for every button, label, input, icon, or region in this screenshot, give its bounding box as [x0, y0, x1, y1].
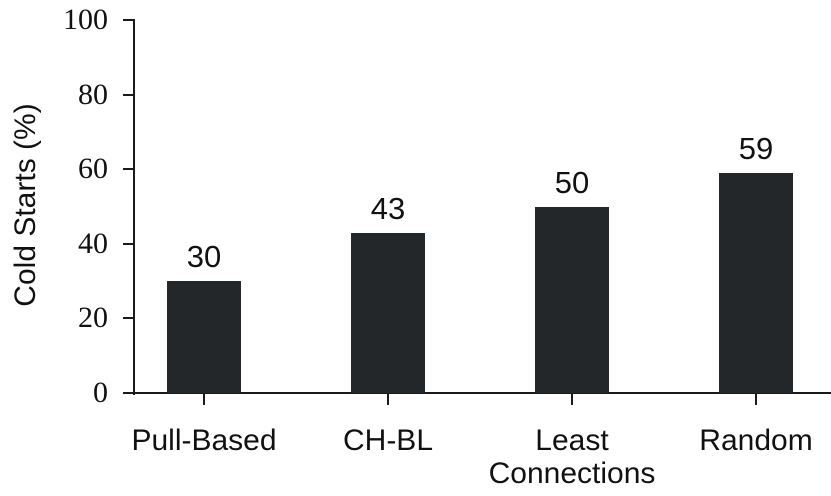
y-tick-mark — [123, 242, 135, 245]
bar-value-label: 50 — [554, 164, 590, 200]
x-tick-mark — [755, 394, 757, 405]
x-tick-mark — [387, 394, 389, 405]
bar — [351, 232, 425, 393]
x-tick-mark — [571, 394, 573, 405]
bar — [719, 172, 793, 393]
y-tick-mark — [123, 93, 135, 96]
y-tick-label: 80 — [78, 77, 108, 111]
x-category-label: CH-BL — [342, 424, 433, 457]
x-category-label: Least Connections — [488, 424, 656, 490]
bar-value-label: 30 — [186, 239, 222, 275]
y-tick-label: 20 — [78, 301, 108, 335]
bar — [535, 206, 609, 393]
x-category-label: Random — [699, 424, 813, 457]
x-category-label: Pull-Based — [131, 424, 277, 457]
bar — [167, 281, 241, 393]
y-tick-label: 0 — [93, 376, 108, 409]
y-axis-line — [133, 19, 135, 395]
y-axis-label: Cold Starts (%) — [9, 103, 42, 307]
x-tick-mark — [203, 394, 205, 405]
x-axis-line — [123, 392, 831, 394]
y-tick-mark — [123, 392, 135, 394]
bar-value-label: 43 — [370, 190, 406, 226]
y-tick-label: 100 — [63, 3, 108, 36]
bar-value-label: 59 — [738, 130, 774, 166]
y-tick-mark — [123, 168, 135, 171]
y-tick-mark — [123, 19, 135, 21]
y-tick-label: 60 — [78, 152, 108, 186]
y-tick-mark — [123, 317, 135, 320]
y-tick-label: 40 — [78, 226, 108, 260]
